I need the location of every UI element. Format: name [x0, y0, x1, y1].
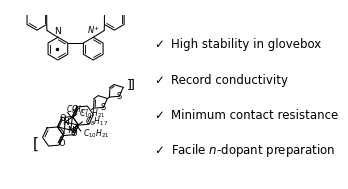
Text: Facile $\mathit{n}$-dopant preparation: Facile $\mathit{n}$-dopant preparation — [171, 143, 335, 160]
Text: ✓: ✓ — [155, 109, 164, 122]
Text: O: O — [71, 105, 78, 114]
Text: O: O — [58, 139, 65, 148]
Text: N: N — [68, 125, 74, 135]
Text: N: N — [62, 118, 69, 127]
Text: ]: ] — [130, 78, 135, 91]
Text: ✓: ✓ — [155, 74, 164, 88]
Text: S: S — [101, 103, 106, 112]
Text: $C_{10}H_{21}$: $C_{10}H_{21}$ — [83, 128, 109, 140]
Text: [: [ — [33, 137, 39, 152]
Text: O: O — [70, 129, 77, 138]
Text: $C_8H_{17}$: $C_8H_{17}$ — [85, 115, 108, 128]
Text: Record conductivity: Record conductivity — [171, 74, 287, 88]
Text: N: N — [55, 27, 61, 36]
Text: $N^{+}$: $N^{+}$ — [87, 25, 100, 36]
Text: O: O — [59, 114, 66, 123]
Text: $C_{10}H_{21}$: $C_{10}H_{21}$ — [79, 108, 106, 120]
Text: ✓: ✓ — [155, 38, 164, 51]
Text: S: S — [117, 92, 122, 101]
Text: High stability in glovebox: High stability in glovebox — [171, 38, 321, 51]
Text: ]: ] — [127, 78, 132, 91]
Text: Minimum contact resistance: Minimum contact resistance — [171, 109, 338, 122]
Text: ✓: ✓ — [155, 144, 164, 157]
Text: $C_8H_{17}$: $C_8H_{17}$ — [66, 103, 89, 116]
